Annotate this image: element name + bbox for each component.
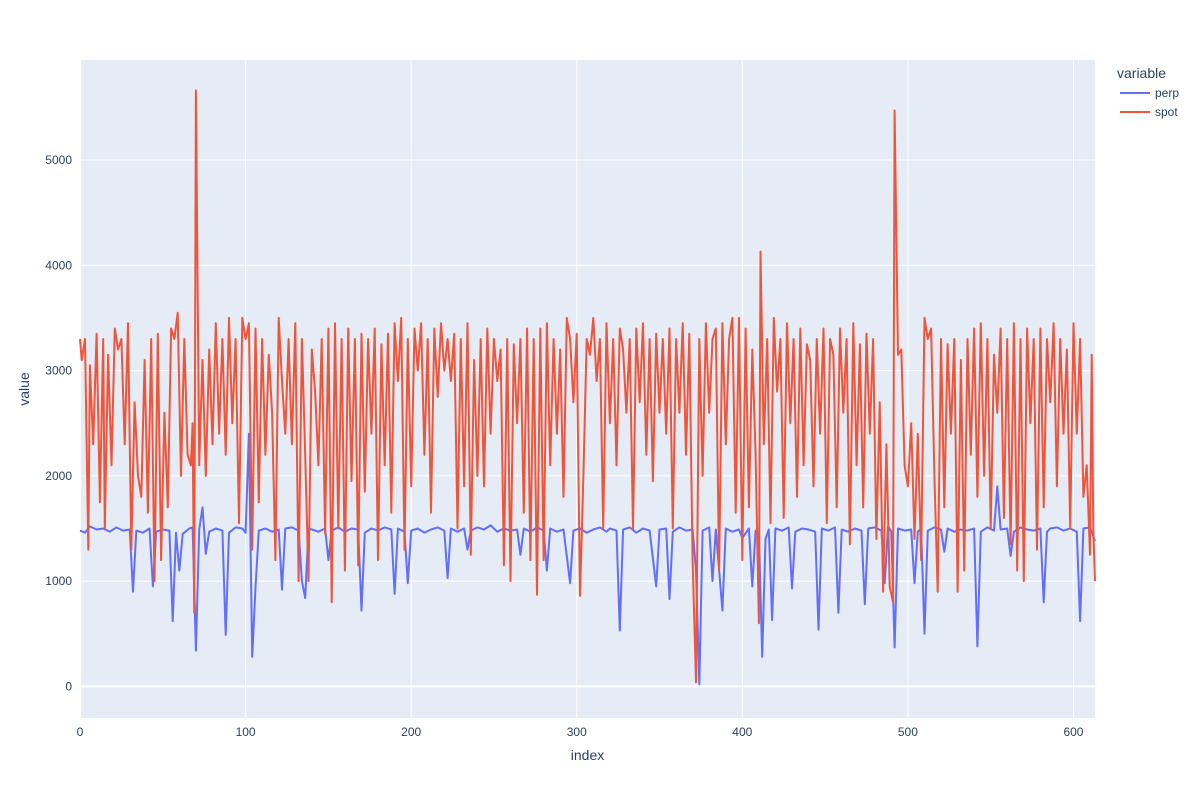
y-tick-label: 2000: [45, 469, 72, 483]
y-tick-label: 1000: [45, 574, 72, 588]
tick-labels: 0 1000 2000 3000 4000 5000 0 100 200 300 400 500 600: [45, 153, 1084, 739]
y-axis-title: value: [16, 372, 32, 406]
legend-label-perp: perp: [1155, 86, 1179, 100]
legend-label-spot: spot: [1155, 105, 1178, 119]
y-tick-label: 4000: [45, 258, 72, 272]
x-tick-label: 100: [236, 725, 256, 739]
legend-items[interactable]: perp spot: [1120, 86, 1179, 119]
x-tick-label: 500: [898, 725, 918, 739]
x-tick-label: 300: [567, 725, 587, 739]
legend[interactable]: variable perp spot: [1117, 65, 1179, 119]
x-tick-label: 600: [1063, 725, 1083, 739]
x-tick-label: 200: [401, 725, 421, 739]
series-line-spot: [79, 89, 1096, 684]
series-line-perp: [79, 432, 1096, 686]
legend-title: variable: [1117, 65, 1166, 81]
y-tick-label: 3000: [45, 364, 72, 378]
x-tick-label: 0: [77, 725, 84, 739]
legend-item-perp[interactable]: perp: [1120, 86, 1179, 100]
x-axis-title: index: [571, 747, 604, 763]
legend-item-spot[interactable]: spot: [1120, 105, 1178, 119]
y-tick-label: 5000: [45, 153, 72, 167]
y-tick-label: 0: [65, 679, 72, 693]
x-tick-label: 400: [732, 725, 752, 739]
series-lines: [79, 89, 1096, 686]
